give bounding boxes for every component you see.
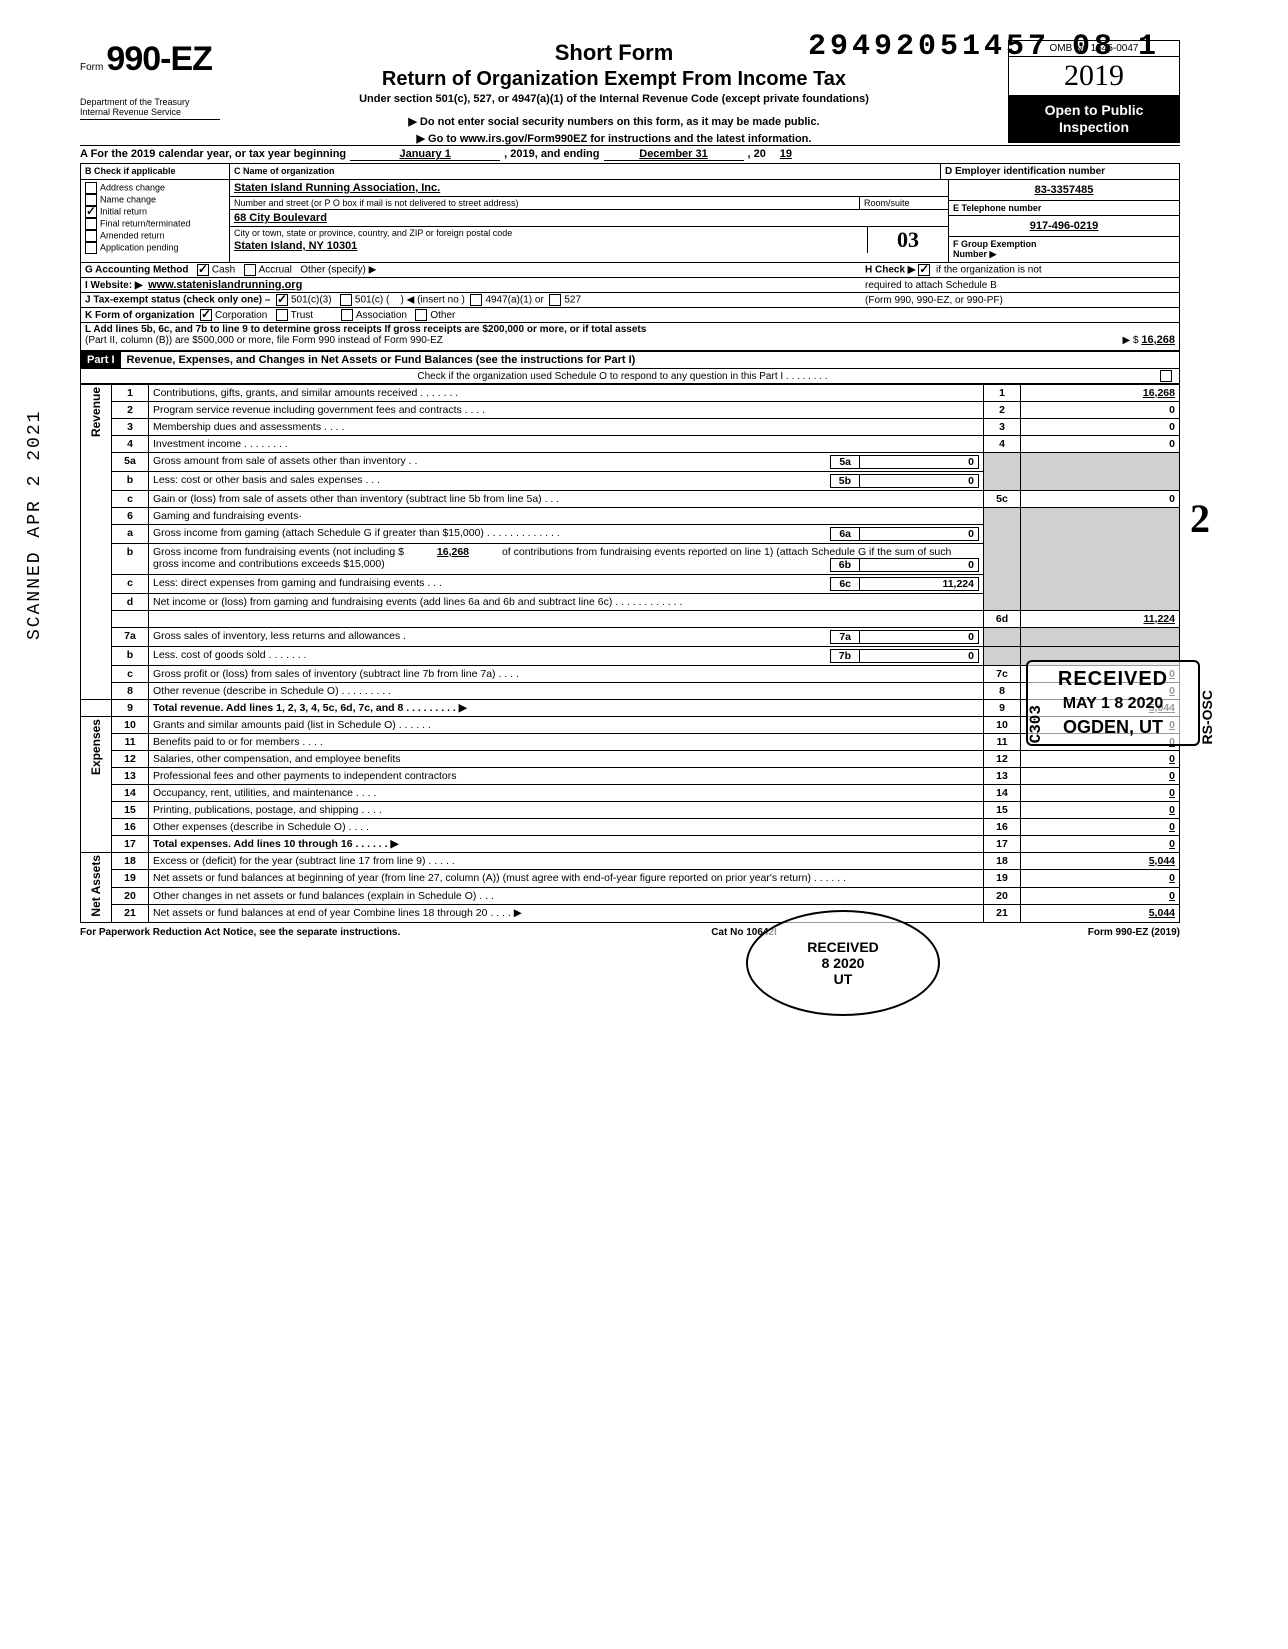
checkbox-other-org[interactable] <box>415 309 427 321</box>
org-name: Staten Island Running Association, Inc. <box>230 180 948 197</box>
checkbox-initial-return[interactable] <box>85 206 97 218</box>
arrow-line-1: ▶ Do not enter social security numbers o… <box>220 115 1008 128</box>
expenses-label: Expenses <box>89 719 103 775</box>
line1-val: 16,268 <box>1021 385 1180 402</box>
box-c-header: C Name of organization <box>230 164 940 179</box>
handwritten-2: 2 <box>1190 495 1210 542</box>
checkbox-501c3[interactable] <box>276 294 288 306</box>
line-a: A For the 2019 calendar year, or tax yea… <box>80 145 1180 163</box>
received-stamp: RECEIVED MAY 1 8 2020 OGDEN, UT <box>1026 660 1200 746</box>
line-k: K Form of organization Corporation Trust… <box>80 308 1180 323</box>
checkbox-assoc[interactable] <box>341 309 353 321</box>
checkbox-4947[interactable] <box>470 294 482 306</box>
tax-year-yy: 19 <box>766 148 806 161</box>
checkbox-address-change[interactable] <box>85 182 97 194</box>
line-g-h: G Accounting Method Cash Accrual Other (… <box>80 263 1180 278</box>
checkbox-h[interactable] <box>918 264 930 276</box>
box-b-header: B Check if applicable <box>85 166 225 176</box>
ein-value: 83-3357485 <box>949 180 1179 201</box>
box-f-label: F Group ExemptionNumber ▶ <box>949 237 1179 262</box>
dept-treasury: Department of the TreasuryInternal Reven… <box>80 97 220 120</box>
checkbox-accrual[interactable] <box>244 264 256 276</box>
checkbox-amended-return[interactable] <box>85 230 97 242</box>
checkbox-501c[interactable] <box>340 294 352 306</box>
revenue-label: Revenue <box>89 387 103 437</box>
net-assets-label: Net Assets <box>89 855 103 917</box>
room-hand: 03 <box>897 227 919 252</box>
checkbox-cash[interactable] <box>197 264 209 276</box>
part-i-header: Part I Revenue, Expenses, and Changes in… <box>80 351 1180 369</box>
form-number: 990-EZ <box>106 40 212 78</box>
phone-value: 917-496-0219 <box>949 216 1179 237</box>
form-page: 29492051457 08 1 SCANNED APR 2 2021 2 Fo… <box>80 40 1180 938</box>
c303-stamp: C303 <box>1027 705 1045 743</box>
line-l: L Add lines 5b, 6c, and 7b to line 9 to … <box>80 323 1180 351</box>
addr-label: Number and street (or P O box if mail is… <box>230 197 859 209</box>
scanned-stamp-vertical: SCANNED APR 2 2021 <box>25 410 45 640</box>
rs-osc-stamp: RS-OSC <box>1199 690 1215 744</box>
checkbox-corp[interactable] <box>200 309 212 321</box>
checkbox-application-pending[interactable] <box>85 242 97 254</box>
return-title: Return of Organization Exempt From Incom… <box>220 68 1008 91</box>
checkbox-527[interactable] <box>549 294 561 306</box>
page-footer: For Paperwork Reduction Act Notice, see … <box>80 927 1180 938</box>
scan-id: 29492051457 08 1 <box>808 30 1160 64</box>
checkbox-trust[interactable] <box>276 309 288 321</box>
tax-year-end: December 31 <box>604 148 744 161</box>
org-city: Staten Island, NY 10301 <box>230 239 867 253</box>
city-label: City or town, state or province, country… <box>230 227 867 239</box>
part-i-check: Check if the organization used Schedule … <box>80 369 1180 384</box>
box-d-label: D Employer identification number <box>940 164 1179 179</box>
checkbox-final-return[interactable] <box>85 218 97 230</box>
org-street: 68 City Boulevard <box>230 210 948 227</box>
form-word: Form <box>80 62 103 73</box>
tax-year-begin: January 1 <box>350 148 500 161</box>
open-to-public: Open to PublicInspection <box>1009 96 1179 142</box>
line-j: J Tax-exempt status (check only one) – 5… <box>80 293 1180 308</box>
subtitle: Under section 501(c), 527, or 4947(a)(1)… <box>220 93 1008 105</box>
gross-receipts: 16,268 <box>1141 334 1175 346</box>
main-table: Revenue 1Contributions, gifts, grants, a… <box>80 384 1180 923</box>
identity-section: B Check if applicable C Name of organiza… <box>80 163 1180 263</box>
received-oval-stamp: RECEIVED 8 2020 UT <box>746 910 940 1016</box>
checkbox-schedule-o[interactable] <box>1160 370 1172 382</box>
box-e-label: E Telephone number <box>949 201 1179 216</box>
website-value: www.statenislandrunning.org <box>148 279 302 291</box>
arrow-line-2: ▶ Go to www.irs.gov/Form990EZ for instru… <box>220 132 1008 145</box>
line-i: I Website: ▶ www.statenislandrunning.org… <box>80 278 1180 293</box>
room-suite-label: Room/suite <box>859 197 948 209</box>
